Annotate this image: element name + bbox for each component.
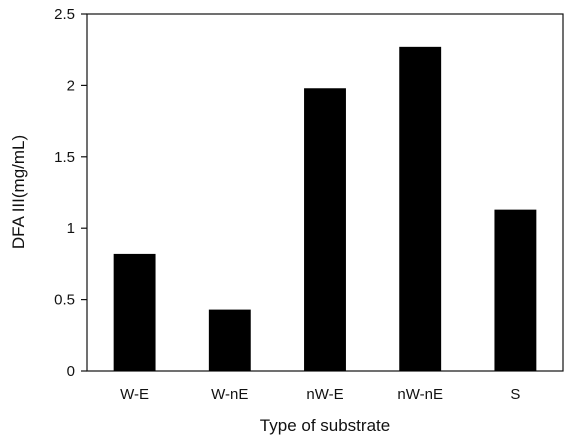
bar-S xyxy=(494,209,537,371)
y-tick-label: 2 xyxy=(67,77,75,94)
bar-W-nE xyxy=(208,309,251,371)
y-tick-label: 1 xyxy=(67,220,75,237)
y-tick-label: 1.5 xyxy=(54,149,75,166)
x-axis-title: Type of substrate xyxy=(260,416,390,435)
x-tick-label: W-nE xyxy=(211,386,248,403)
y-tick-label: 0.5 xyxy=(54,292,75,309)
y-tick-label: 2.5 xyxy=(54,6,75,23)
bar-nW-nE xyxy=(399,46,442,372)
x-tick-label: nW-E xyxy=(306,386,343,403)
y-axis-ticks: 0 0.5 1 1.5 2 2.5 xyxy=(54,6,87,380)
y-axis-title: DFA III(mg/mL) xyxy=(9,135,28,249)
x-tick-label: nW-nE xyxy=(397,386,443,403)
x-axis-ticks: W-E W-nE nW-E nW-nE S xyxy=(120,386,520,403)
bars xyxy=(113,46,537,372)
bar-nW-E xyxy=(304,88,346,372)
y-tick-label: 0 xyxy=(67,363,75,380)
x-tick-label: W-E xyxy=(120,386,149,403)
x-tick-label: S xyxy=(510,386,520,403)
bar-W-E xyxy=(113,253,156,371)
